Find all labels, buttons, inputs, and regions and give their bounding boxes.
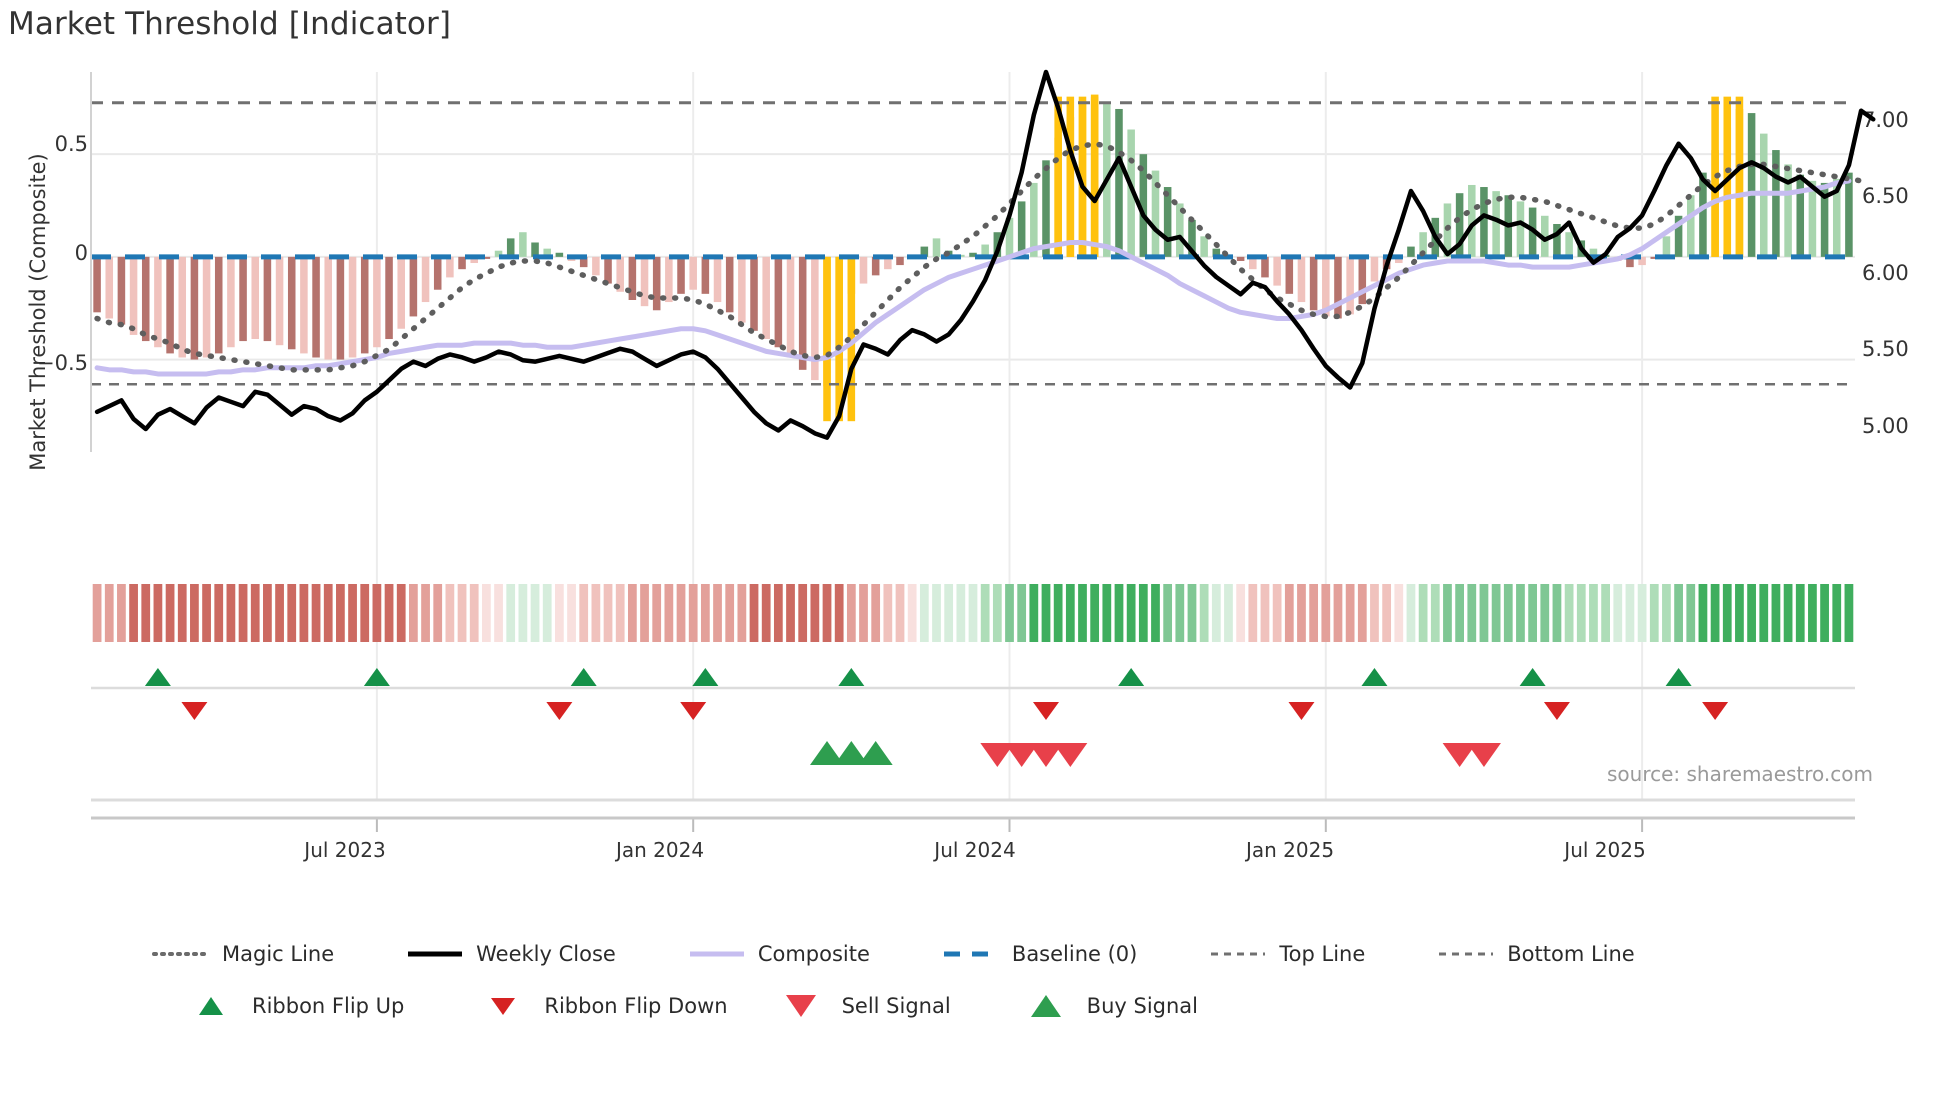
solid-line-key-icon — [404, 946, 466, 962]
signal-markers — [91, 668, 1855, 802]
legend-item-buy-signal[interactable]: Buy Signal — [1015, 991, 1198, 1021]
ribbon-strip — [92, 584, 1854, 642]
y-left-tick-0: 0.5 — [54, 132, 88, 156]
gridlines — [91, 72, 1855, 832]
legend-item-baseline[interactable]: Baseline (0) — [940, 942, 1137, 966]
legend-item-ribbon-flip-up[interactable]: Ribbon Flip Up — [180, 993, 404, 1019]
y-right-tick-1: 6.50 — [1862, 184, 1909, 208]
magic-line — [94, 141, 1864, 373]
legend-label: Buy Signal — [1086, 994, 1198, 1018]
chart-legend: Magic Line Weekly Close Composite Baseli… — [0, 928, 1960, 1032]
legend-label: Top Line — [1279, 942, 1366, 966]
x-tick-3: Jan 2025 — [1245, 838, 1335, 862]
dotted-line-key-icon — [150, 946, 212, 962]
axis-spines — [90, 72, 1855, 820]
dashed-line-key-icon — [1435, 946, 1497, 962]
x-tick-4: Jul 2025 — [1564, 838, 1646, 862]
legend-item-ribbon-flip-down[interactable]: Ribbon Flip Down — [472, 993, 728, 1019]
y-right-tick-4: 5.00 — [1862, 414, 1909, 438]
y-right-tick-2: 6.00 — [1862, 261, 1909, 285]
legend-label: Ribbon Flip Down — [544, 994, 728, 1018]
legend-label: Baseline (0) — [1011, 942, 1138, 966]
triangle-down-icon — [472, 993, 534, 1019]
legend-label: Sell Signal — [841, 994, 951, 1018]
y-left-tick-1: 0 — [74, 241, 88, 265]
y-left-tick-2: −0.5 — [37, 351, 88, 375]
legend-item-composite[interactable]: Composite — [686, 942, 870, 966]
legend-item-magic-line[interactable]: Magic Line — [150, 942, 334, 966]
source-attribution: source: sharemaestro.com — [1607, 762, 1873, 786]
legend-label: Composite — [757, 942, 870, 966]
legend-label: Ribbon Flip Up — [252, 994, 405, 1018]
y-right-tick-0: 7.00 — [1862, 108, 1909, 132]
y-right-tick-3: 5.50 — [1862, 337, 1909, 361]
legend-item-weekly-close[interactable]: Weekly Close — [404, 942, 616, 966]
legend-label: Bottom Line — [1507, 942, 1635, 966]
solid-line-key-icon — [686, 946, 748, 962]
x-tick-1: Jan 2024 — [615, 838, 705, 862]
legend-label: Weekly Close — [476, 942, 616, 966]
triangle-up-icon — [180, 993, 242, 1019]
legend-item-sell-signal[interactable]: Sell Signal — [770, 991, 951, 1021]
legend-row-markers: Ribbon Flip Up Ribbon Flip Down Sell Sig… — [0, 980, 1960, 1032]
legend-item-top-line[interactable]: Top Line — [1207, 942, 1365, 966]
composite-line — [94, 178, 1852, 377]
x-tick-0: Jul 2023 — [304, 838, 386, 862]
weekly-close-line — [94, 69, 1876, 440]
page-title: Market Threshold [Indicator] — [8, 6, 452, 42]
x-tick-2: Jul 2024 — [934, 838, 1016, 862]
dashed-line-key-icon — [1207, 946, 1269, 962]
triangle-down-icon — [770, 991, 832, 1021]
legend-label: Magic Line — [222, 942, 335, 966]
legend-item-bottom-line[interactable]: Bottom Line — [1435, 942, 1635, 966]
triangle-up-icon — [1015, 991, 1077, 1021]
dashed-line-key-icon — [940, 946, 1002, 962]
legend-row-lines: Magic Line Weekly Close Composite Baseli… — [0, 928, 1960, 980]
